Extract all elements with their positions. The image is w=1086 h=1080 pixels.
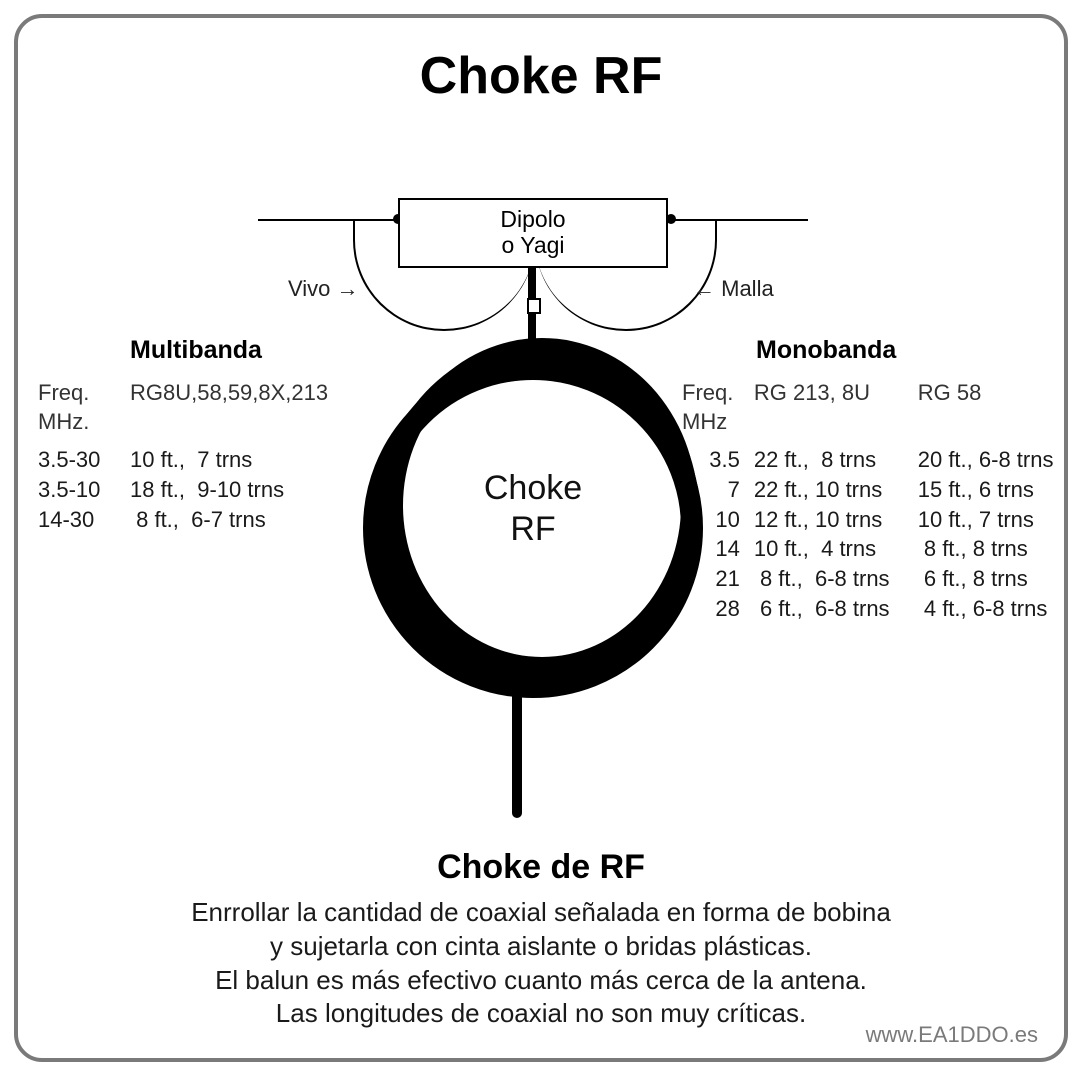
desc-line-1: Enrrollar la cantidad de coaxial señalad… bbox=[191, 897, 891, 927]
multiband-freq: 3.5-30 bbox=[38, 445, 118, 475]
monoband-row: 3.522 ft., 8 trns20 ft., 6-8 trns bbox=[682, 445, 1072, 475]
subtitle: Choke de RF bbox=[18, 848, 1064, 887]
monoband-col1: 10 ft., 4 trns bbox=[754, 534, 918, 564]
page-title: Choke RF bbox=[18, 46, 1064, 106]
multiband-heading: Multibanda bbox=[38, 334, 368, 368]
multiband-row: 3.5-3010 ft., 7 trns bbox=[38, 445, 368, 475]
label-malla: Malla bbox=[693, 276, 774, 302]
monoband-col2: 10 ft., 7 trns bbox=[918, 505, 1072, 535]
monoband-col2: 20 ft., 6-8 trns bbox=[918, 445, 1072, 475]
lead-wire-right bbox=[668, 219, 808, 221]
multiband-freq: 14-30 bbox=[38, 505, 118, 535]
feedline-insulator bbox=[527, 298, 541, 314]
monoband-col1: 22 ft., 8 trns bbox=[754, 445, 918, 475]
monoband-col1: 22 ft., 10 trns bbox=[754, 475, 918, 505]
monoband-col1-header: RG 213, 8U bbox=[754, 378, 918, 437]
monoband-heading: Monobanda bbox=[682, 334, 1072, 368]
monoband-col1: 8 ft., 6-8 trns bbox=[754, 564, 918, 594]
antenna-box: Dipolo o Yagi bbox=[398, 198, 668, 268]
multiband-row: 14-30 8 ft., 6-7 trns bbox=[38, 505, 368, 535]
multiband-row: 3.5-1018 ft., 9-10 trns bbox=[38, 475, 368, 505]
monoband-col2: 8 ft., 8 trns bbox=[918, 534, 1072, 564]
monoband-col2: 6 ft., 8 trns bbox=[918, 564, 1072, 594]
credit-url: www.EA1DDO.es bbox=[866, 1022, 1038, 1048]
monoband-row: 722 ft., 10 trns15 ft., 6 trns bbox=[682, 475, 1072, 505]
multiband-value: 8 ft., 6-7 trns bbox=[118, 505, 360, 535]
monoband-col1: 12 ft., 10 trns bbox=[754, 505, 918, 535]
multiband-freq: 3.5-10 bbox=[38, 475, 118, 505]
monoband-col2-header: RG 58 bbox=[918, 378, 1072, 437]
desc-line-4: Las longitudes de coaxial no son muy crí… bbox=[276, 998, 806, 1028]
multiband-value: 18 ft., 9-10 trns bbox=[118, 475, 360, 505]
description: Enrrollar la cantidad de coaxial señalad… bbox=[18, 896, 1064, 1031]
desc-line-2: y sujetarla con cinta aislante o bridas … bbox=[270, 931, 812, 961]
monoband-row: 1410 ft., 4 trns 8 ft., 8 trns bbox=[682, 534, 1072, 564]
coil-label-line1: Choke bbox=[484, 469, 582, 507]
stage: Choke RF Dipolo o Yagi Vivo Malla Choke … bbox=[18, 18, 1064, 1058]
antenna-box-line2: o Yagi bbox=[501, 232, 564, 258]
antenna-box-line1: Dipolo bbox=[500, 206, 565, 232]
monoband-col2: 15 ft., 6 trns bbox=[918, 475, 1072, 505]
multiband-value: 10 ft., 7 trns bbox=[118, 445, 360, 475]
monoband-table: Monobanda Freq. MHz RG 213, 8U RG 58 3.5… bbox=[682, 334, 1072, 623]
lead-wire-left bbox=[258, 219, 398, 221]
monoband-row: 21 8 ft., 6-8 trns 6 ft., 8 trns bbox=[682, 564, 1072, 594]
multiband-freq-header: Freq. MHz. bbox=[38, 378, 118, 437]
monoband-row: 1012 ft., 10 trns10 ft., 7 trns bbox=[682, 505, 1072, 535]
coil-label: Choke RF bbox=[413, 468, 653, 550]
coil-label-line2: RF bbox=[510, 510, 555, 548]
label-vivo: Vivo bbox=[288, 276, 359, 302]
multiband-table: Multibanda Freq. MHz. RG8U,58,59,8X,213 … bbox=[38, 334, 368, 534]
monoband-col1: 6 ft., 6-8 trns bbox=[754, 594, 918, 624]
multiband-cable-header: RG8U,58,59,8X,213 bbox=[118, 378, 360, 437]
monoband-col2: 4 ft., 6-8 trns bbox=[918, 594, 1072, 624]
monoband-row: 28 6 ft., 6-8 trns 4 ft., 6-8 trns bbox=[682, 594, 1072, 624]
desc-line-3: El balun es más efectivo cuanto más cerc… bbox=[215, 965, 867, 995]
